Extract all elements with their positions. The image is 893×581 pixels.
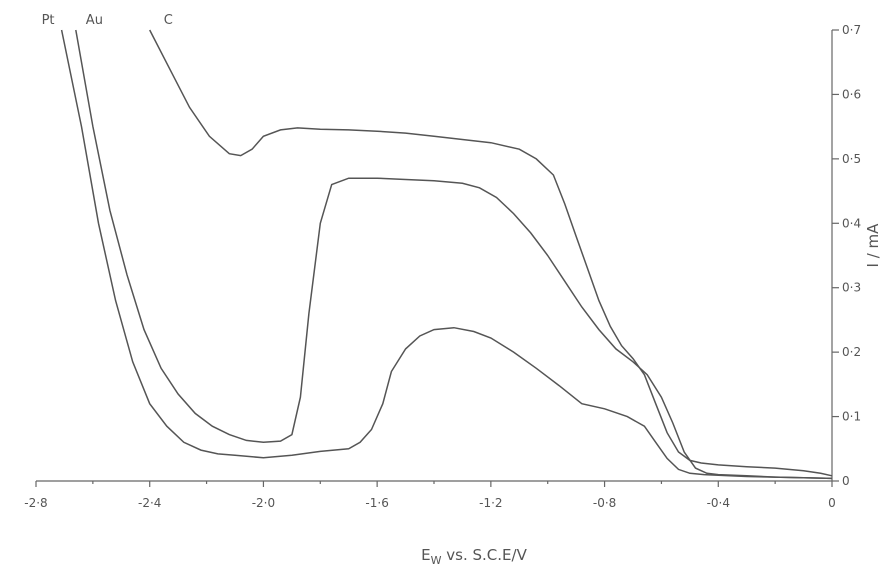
y-tick-label: 0·1 [842, 410, 861, 424]
series-line-au [75, 29, 833, 480]
series-curves [60, 29, 833, 480]
x-tick-label: -1·2 [479, 496, 502, 510]
x-tick-label: -0·8 [593, 496, 616, 510]
series-line-pt [60, 29, 833, 480]
series-label-au: Au [86, 13, 103, 28]
series-label-c: C [164, 13, 173, 28]
labels: -2·8 -2·4 -2·0 -1·6 -1·2 -0·8 -0·4 00 0·1 0·2 0·3 0… [24, 13, 861, 510]
series-label-pt: Pt [42, 13, 55, 28]
y-tick-label: 0·7 [842, 23, 861, 37]
x-tick-label: -0·4 [707, 496, 730, 510]
y-tick-label: 0·5 [842, 152, 861, 166]
x-tick-label: -2·0 [252, 496, 275, 510]
x-tick-label: -1·6 [365, 496, 388, 510]
y-tick-label: 0·3 [842, 281, 861, 295]
series-line-c [149, 29, 833, 477]
x-axis-title: EW vs. S.C.E/V [421, 546, 527, 567]
x-tick-label: -2·4 [138, 496, 161, 510]
y-tick-label: 0·2 [842, 345, 861, 359]
y-tick-label: 0 [842, 474, 850, 488]
y-tick-label: 0·6 [842, 87, 861, 101]
x-tick-label: -2·8 [24, 496, 47, 510]
y-axis-title: I / mA [864, 223, 882, 268]
y-tick-label: 0·4 [842, 216, 861, 230]
axes [35, 29, 839, 487]
x-tick-label: 0 [828, 496, 836, 510]
